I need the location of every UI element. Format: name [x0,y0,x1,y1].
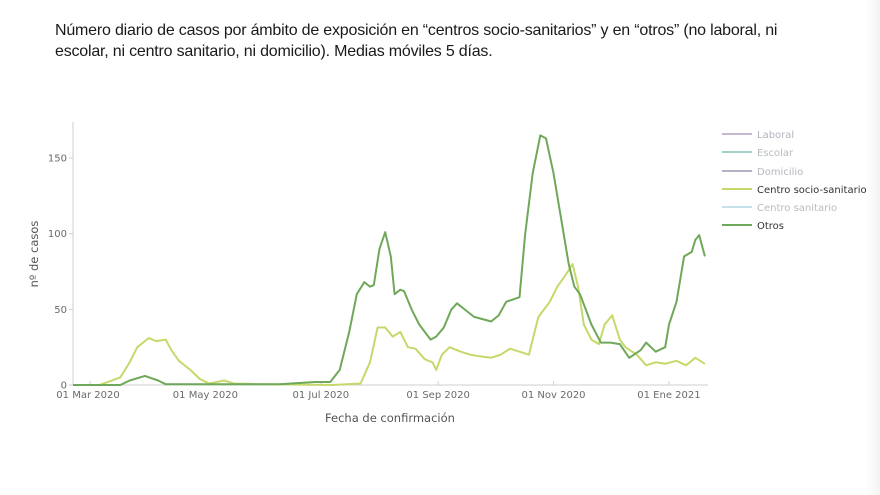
y-tick-label: 150 [48,154,67,165]
x-tick-label: 01 Jul 2020 [293,390,350,401]
legend-item-otros[interactable]: Otros [722,221,784,232]
x-tick-label: 01 Mar 2020 [56,390,119,401]
x-tick-label: 01 Ene 2021 [637,390,700,401]
legend-label-escolar: Escolar [757,148,794,159]
legend-label-centro-sanitario: Centro sanitario [757,203,837,214]
chart-title: Número diario de casos por ámbito de exp… [55,20,880,62]
legend-item-escolar[interactable]: Escolar [722,148,794,159]
legend-item-domicilio[interactable]: Domicilio [722,167,803,178]
legend-item-laboral[interactable]: Laboral [722,130,794,141]
legend-label-domicilio: Domicilio [757,167,803,178]
y-tick-label: 100 [48,229,67,240]
legend-label-centro-socio-sanitario: Centro socio-sanitario [757,185,867,196]
series-line-otros [73,134,706,386]
series-line-centro-socio-sanitario [73,263,706,386]
legend-item-centro-sanitario[interactable]: Centro sanitario [722,203,837,214]
x-tick-label: 01 Sep 2020 [406,390,469,401]
x-ticks: 01 Mar 2020 01 May 2020 01 Jul 2020 01 Sep … [56,381,701,401]
y-ticks: 0 50 100 150 [48,154,73,392]
x-tick-label: 01 Nov 2020 [522,390,586,401]
y-tick-label: 0 [61,381,67,392]
legend-label-laboral: Laboral [757,130,794,141]
axes: 0 50 100 150 01 Mar 2020 01 May 2020 01 Jul 2… [27,122,708,425]
legend: Laboral Escolar Domicilio Centro socio-s… [722,130,867,232]
legend-item-centro-socio-sanitario[interactable]: Centro socio-sanitario [722,185,867,196]
y-tick-label: 50 [54,305,67,316]
series-lines [73,134,706,386]
page-edge-shadow [866,0,880,495]
chart-title-line-1: Número diario de casos por ámbito de exp… [55,22,778,39]
legend-label-otros: Otros [757,221,784,232]
x-axis-title: Fecha de confirmación [325,411,455,425]
chart-title-line-2: escolar, ni centro sanitario, ni domicil… [55,43,493,60]
y-axis-title: nº de casos [27,221,41,288]
x-tick-label: 01 May 2020 [173,390,238,401]
